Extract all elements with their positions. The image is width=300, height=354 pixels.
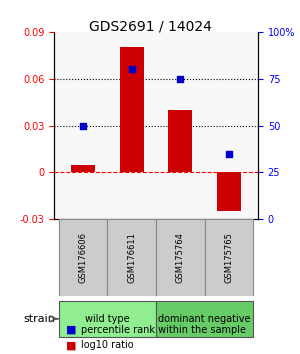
Text: dominant negative: dominant negative	[158, 314, 251, 324]
Text: ■: ■	[66, 341, 76, 350]
Bar	[71, 165, 95, 172]
Text: GSM175765: GSM175765	[224, 232, 233, 283]
Text: GDS2691 / 14024: GDS2691 / 14024	[88, 19, 212, 34]
Point	[81, 123, 85, 129]
FancyBboxPatch shape	[205, 219, 253, 296]
Bar	[217, 172, 241, 211]
Point	[178, 76, 183, 81]
Text: strain: strain	[23, 314, 55, 324]
Bar	[120, 47, 144, 172]
Text: GSM175764: GSM175764	[176, 232, 185, 283]
Text: GSM176611: GSM176611	[127, 232, 136, 283]
Text: wild type: wild type	[85, 314, 130, 324]
FancyBboxPatch shape	[59, 301, 156, 337]
Text: ■: ■	[66, 325, 76, 335]
FancyBboxPatch shape	[156, 301, 253, 337]
FancyBboxPatch shape	[59, 219, 107, 296]
Text: percentile rank within the sample: percentile rank within the sample	[81, 325, 246, 335]
FancyBboxPatch shape	[156, 219, 205, 296]
Point	[129, 67, 134, 72]
Text: log10 ratio: log10 ratio	[81, 341, 134, 350]
Text: GSM176606: GSM176606	[79, 232, 88, 283]
Bar	[168, 110, 192, 172]
FancyBboxPatch shape	[107, 219, 156, 296]
Point	[226, 151, 231, 156]
